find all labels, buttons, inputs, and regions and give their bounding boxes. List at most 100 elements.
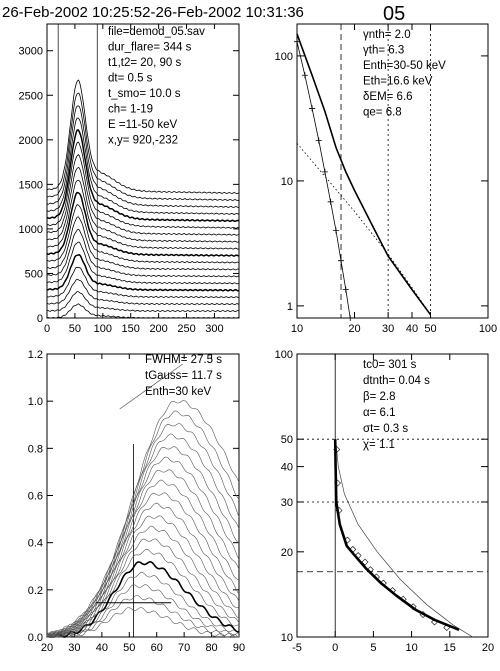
data-point [343,536,351,544]
x-tick-label: 40 [406,323,418,335]
x-tick-label: 150 [122,323,140,335]
light-curve [46,266,240,299]
y-tick-label: 0.2 [28,585,43,597]
profile-curve [46,525,240,638]
y-tick-label: 3000 [19,46,43,58]
info-line: δEM= 6.6 [363,91,413,103]
light-curve [46,291,240,313]
y-tick-label: 1.0 [28,396,43,408]
data-point [327,198,334,205]
data-point [443,624,451,631]
y-tick-label: 2000 [19,135,43,147]
x-tick-label: 10 [405,642,417,654]
plot-frame [296,23,489,319]
x-tick-label: 250 [177,323,195,335]
profile-curve [46,469,240,637]
x-tick-label: 0 [332,642,338,654]
y-tick-label: 20 [281,547,293,559]
data-point [399,595,407,603]
light-curve [46,105,240,208]
y-tick-label: 0.6 [28,491,43,503]
info-line: t_smo= 10.0 s [108,88,181,100]
y-tick-label: 40 [281,462,293,474]
info-line: qe= 6.8 [363,107,402,119]
x-tick-label: 60 [151,642,163,654]
profile-curve [46,456,240,637]
light-curve [46,191,240,257]
plot-frame [296,353,489,638]
data-point [347,315,354,321]
profile-curve [46,492,240,638]
light-curve [46,179,240,250]
plot-frame [46,23,240,319]
x-tick-label: 20 [482,642,494,654]
x-tick-label: 5 [370,642,376,654]
y-tick-label: 10 [281,176,293,188]
y-tick-label: 1500 [19,179,43,191]
light-curve [46,204,240,264]
lightcurves-panel: 0 50 100 150 200 250 3000500100015002000250030… [19,23,240,335]
x-tick-label: 100 [479,323,497,335]
x-tick-label: 20 [348,323,360,335]
light-curve [46,216,240,271]
data-point [361,558,369,566]
info-line: β= 2.8 [363,391,396,403]
light-curve [46,141,240,229]
x-tick-label: 30 [68,642,80,654]
y-tick-label: 100 [275,349,293,361]
light-curve [46,228,240,278]
y-tick-label: 1.2 [28,349,43,361]
series-model [335,439,473,638]
spectrum-panel: 10 20 30 40 50 100 1 10 100 γnth= 2.0 γth= 6.3 Enth… [275,23,497,335]
data-point [334,479,341,487]
y-tick-label: 50 [281,434,293,446]
data-point [333,446,341,453]
data-point [335,507,343,514]
y-tick-label: 30 [281,497,293,509]
series-total [296,33,432,316]
data-point [332,227,339,234]
profile-curve [46,595,240,638]
info-line: dtnth= 0.04 s [363,375,430,387]
y-tick-label: 10 [281,632,293,644]
info-line: FWHM= 27.5 s [145,354,222,366]
data-point [342,286,349,293]
light-curve [46,278,240,306]
light-curve [46,241,240,285]
data-point [431,618,438,626]
x-tick-label: 50 [123,642,135,654]
data-point [294,38,300,45]
data-point [409,603,417,611]
info-line: dt= 0.5 s [108,73,153,85]
info-line: t1,t2= 20, 90 s [108,57,181,69]
x-tick-label: 30 [382,323,394,335]
profile-curve [47,479,240,638]
y-tick-label: 500 [25,268,43,280]
y-tick-label: 2500 [19,90,43,102]
x-tick-label: -5 [292,642,302,654]
delay-panel: -5 0 5 10 15 20 10 20 30 40 50 100 tc0= 301 s dtnth= … [275,349,494,654]
profile-curve [47,584,240,638]
info-line: α= 6.1 [363,407,396,419]
y-tick-label: 0.8 [28,443,43,455]
x-tick-label: 70 [178,642,190,654]
figure-title: 26-Feb-2002 10:25:52-26-Feb-2002 10:31:3… [2,4,304,21]
light-curve [46,79,240,195]
y-tick-label: 0.0 [28,632,43,644]
info-line: Eth=16.6 keV [363,76,433,88]
data-point [373,573,380,581]
y-tick-label: 100 [275,51,293,63]
info-line: tGauss= 11.7 s [145,370,222,382]
info-line: dur_flare= 344 s [108,42,192,54]
info-line: γth= 6.3 [363,45,404,57]
x-tick-label: 0 [44,323,50,335]
x-tick-label: 40 [96,642,108,654]
x-tick-label: 50 [69,323,81,335]
x-tick-label: 100 [94,323,112,335]
info-line: file=demod_05.sav [108,26,205,38]
data-point [349,545,357,553]
x-tick-label: 80 [205,642,217,654]
data-point [379,579,387,587]
series-nonthermal [296,143,431,315]
